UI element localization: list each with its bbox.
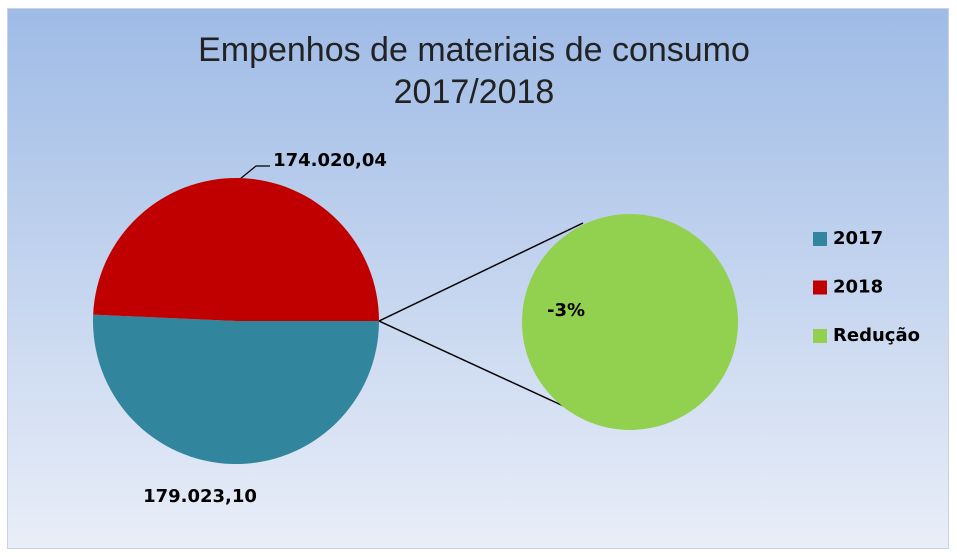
legend-label: Redução [833, 325, 920, 346]
data-label: 174.020,04 [273, 150, 387, 171]
legend-swatch [813, 232, 827, 246]
connector [378, 222, 584, 322]
leader-line [239, 165, 270, 180]
chart-title: 2017/2018 [394, 73, 555, 111]
legend-label: 2018 [833, 277, 883, 298]
data-label: -3% [547, 300, 585, 321]
pie-slice [93, 314, 379, 464]
data-label: 179.023,10 [143, 486, 257, 507]
legend-swatch [813, 280, 827, 295]
chart-title: Empenhos de materiais de consumo [198, 31, 750, 69]
connector [378, 320, 584, 416]
pie-slice [93, 177, 379, 321]
legend-swatch [813, 329, 827, 343]
legend-label: 2017 [833, 228, 883, 249]
secondary-pie-slice [522, 214, 738, 430]
